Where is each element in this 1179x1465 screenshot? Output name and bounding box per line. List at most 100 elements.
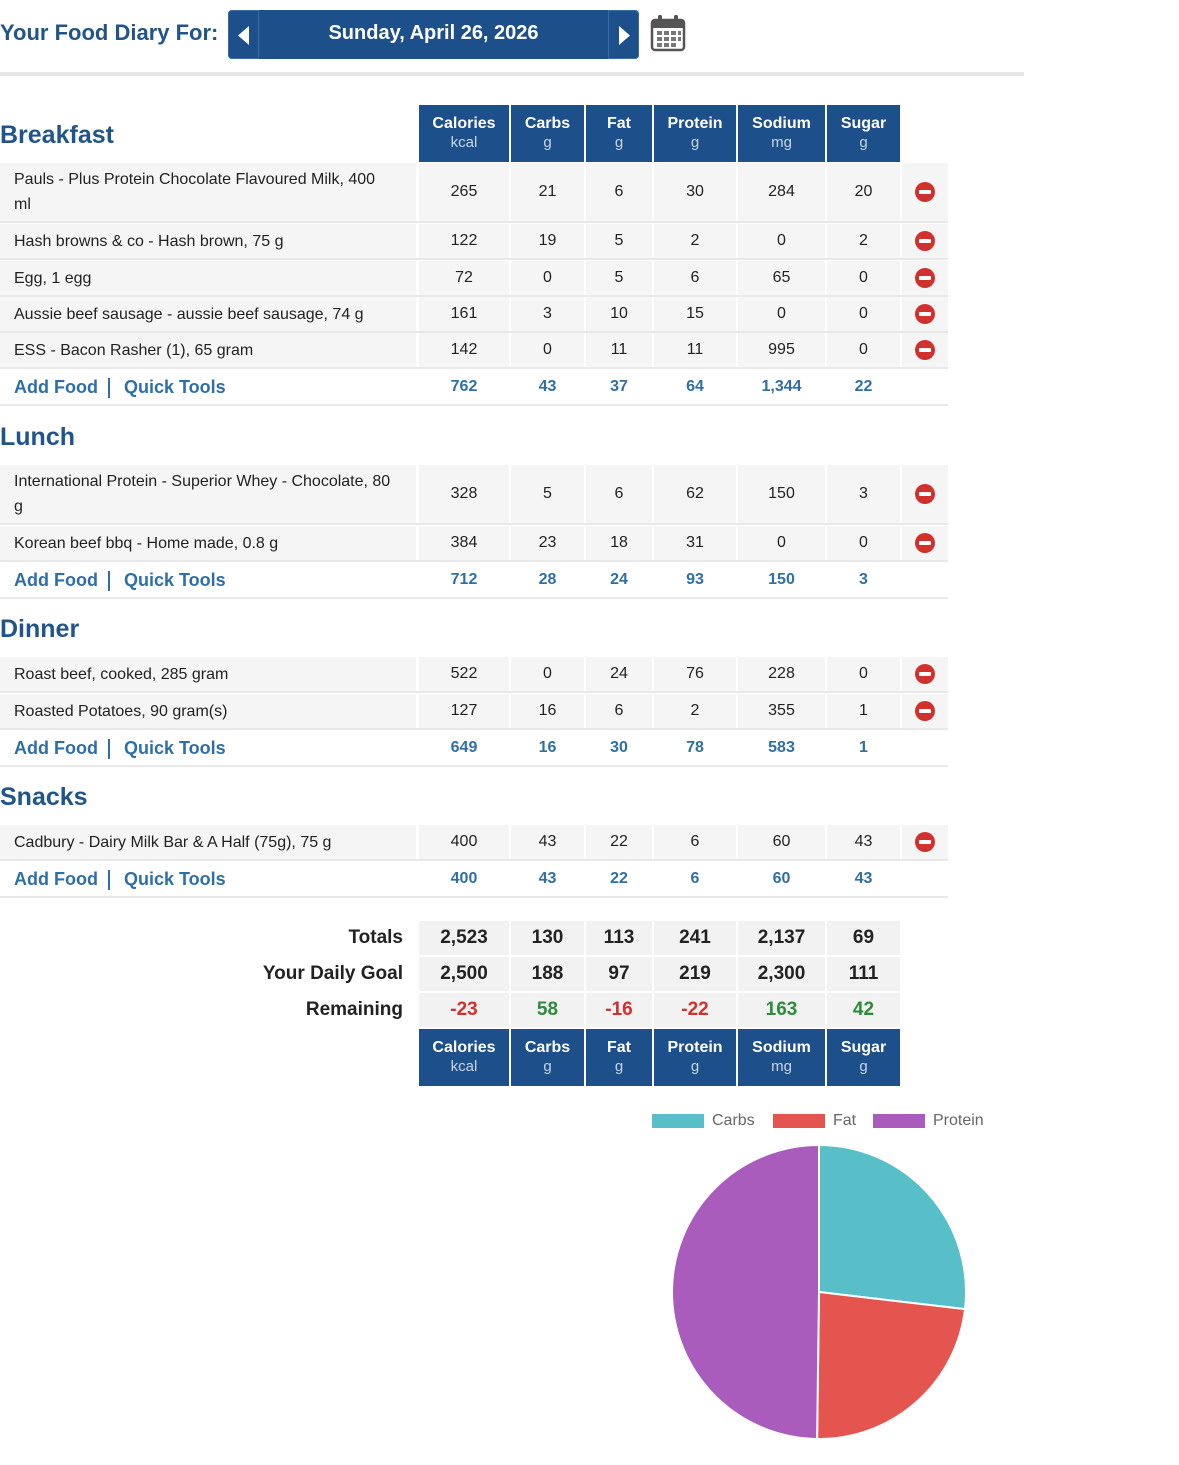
- food-entry-name[interactable]: International Protein - Superior Whey - …: [0, 465, 416, 523]
- meal-total-calories: 649: [419, 731, 509, 765]
- next-day-button[interactable]: [608, 10, 639, 59]
- remove-circle-icon: [915, 484, 935, 504]
- diary-header: Your Food Diary For: Sunday, April 26, 2…: [0, 0, 1024, 76]
- top-column-header-protein: Protein g: [654, 105, 736, 162]
- summary-daily-goal-calories: 2,500: [419, 957, 509, 991]
- bottom-column-header-carbs: Carbs g: [511, 1029, 584, 1086]
- summary-daily-goal-fat: 97: [586, 957, 652, 991]
- meal-total-fat: 24: [586, 563, 652, 597]
- column-name: Protein: [667, 1039, 723, 1056]
- nutrient-value-carbs: 19: [511, 224, 584, 258]
- food-entry-name[interactable]: ESS - Bacon Rasher (1), 65 gram: [0, 333, 416, 367]
- column-name: Protein: [667, 115, 723, 132]
- remove-entry-button[interactable]: [902, 526, 948, 560]
- nutrient-value-fat: 10: [586, 297, 652, 331]
- food-entry-name[interactable]: Korean beef bbq - Home made, 0.8 g: [0, 526, 416, 560]
- column-unit: kcal: [450, 1058, 478, 1075]
- summary-totals-sugar: 69: [827, 921, 900, 955]
- nutrient-value-sugar: 0: [827, 261, 900, 295]
- nutrient-value-calories: 72: [419, 261, 509, 295]
- remove-entry-button[interactable]: [902, 465, 948, 523]
- nutrient-value-fat: 5: [586, 224, 652, 258]
- remove-entry-button[interactable]: [902, 825, 948, 859]
- nutrient-value-calories: 328: [419, 465, 509, 523]
- meal-total-fat: 22: [586, 862, 652, 896]
- legend-item-fat[interactable]: Fat: [773, 1112, 856, 1130]
- remove-entry-button[interactable]: [902, 224, 948, 258]
- current-date[interactable]: Sunday, April 26, 2026: [328, 22, 539, 44]
- remove-circle-icon: [915, 701, 935, 721]
- meal-total-sugar: 22: [827, 370, 900, 404]
- summary-totals-calories: 2,523: [419, 921, 509, 955]
- remove-entry-button[interactable]: [902, 297, 948, 331]
- remove-entry-button[interactable]: [902, 333, 948, 367]
- nutrient-value-fat: 18: [586, 526, 652, 560]
- meal-total-calories: 762: [419, 370, 509, 404]
- nutrient-value-sodium: 228: [738, 657, 825, 691]
- top-column-header-sugar: Sugar g: [827, 105, 900, 162]
- bottom-column-header-protein: Protein g: [654, 1029, 736, 1086]
- summary-remaining-fat: -16: [586, 993, 652, 1027]
- quick-tools-link[interactable]: Quick Tools: [124, 569, 226, 590]
- previous-day-button[interactable]: [228, 10, 259, 59]
- add-food-link[interactable]: Add Food: [14, 376, 98, 397]
- nutrient-value-carbs: 3: [511, 297, 584, 331]
- legend-item-carbs[interactable]: Carbs: [652, 1112, 755, 1130]
- nutrient-value-calories: 522: [419, 657, 509, 691]
- food-entry-row: Cadbury - Dairy Milk Bar & A Half (75g),…: [0, 825, 948, 859]
- nutrient-value-protein: 11: [654, 333, 736, 367]
- remove-entry-button[interactable]: [902, 261, 948, 295]
- legend-label: Carbs: [712, 1112, 755, 1129]
- section-divider: [0, 896, 948, 898]
- link-separator: [108, 378, 110, 398]
- food-entry-name[interactable]: Aussie beef sausage - aussie beef sausag…: [0, 297, 416, 331]
- summary-daily-goal-sugar: 111: [827, 957, 900, 991]
- remove-entry-button[interactable]: [902, 657, 948, 691]
- add-food-link[interactable]: Add Food: [14, 569, 98, 590]
- meal-total-row: Add Food Quick Tools 762 43 37 64 1,344 22: [0, 370, 948, 404]
- quick-tools-link[interactable]: Quick Tools: [124, 868, 226, 889]
- nutrient-value-protein: 6: [654, 825, 736, 859]
- pie-slice-protein[interactable]: [670, 1143, 820, 1441]
- column-unit: kcal: [450, 134, 478, 151]
- nutrient-value-protein: 62: [654, 465, 736, 523]
- nutrient-value-carbs: 21: [511, 163, 584, 221]
- nutrient-value-protein: 30: [654, 163, 736, 221]
- column-unit: g: [859, 1058, 868, 1075]
- add-food-link[interactable]: Add Food: [14, 868, 98, 889]
- food-entry-name[interactable]: Pauls - Plus Protein Chocolate Flavoured…: [0, 163, 416, 221]
- section-divider: [0, 765, 948, 767]
- column-unit: g: [614, 134, 624, 151]
- remove-circle-icon: [915, 268, 935, 288]
- calendar-icon[interactable]: [650, 14, 686, 57]
- nutrient-value-carbs: 43: [511, 825, 584, 859]
- nutrient-value-sodium: 0: [738, 224, 825, 258]
- pie-slice-carbs[interactable]: [818, 1143, 967, 1311]
- food-entry-name[interactable]: Roast beef, cooked, 285 gram: [0, 657, 416, 691]
- quick-tools-link[interactable]: Quick Tools: [124, 376, 226, 397]
- meal-total-fat: 30: [586, 731, 652, 765]
- pie-slice-fat[interactable]: [816, 1290, 967, 1440]
- top-column-header-calories: Calories kcal: [419, 105, 509, 162]
- food-entry-row: ESS - Bacon Rasher (1), 65 gram 142 0 11 11 9…: [0, 333, 948, 367]
- column-unit: g: [859, 134, 868, 151]
- add-food-link[interactable]: Add Food: [14, 737, 98, 758]
- quick-tools-link[interactable]: Quick Tools: [124, 737, 226, 758]
- summary-totals-sodium: 2,137: [738, 921, 825, 955]
- remove-entry-button[interactable]: [902, 694, 948, 728]
- legend-item-protein[interactable]: Protein: [873, 1112, 984, 1130]
- nutrient-value-sugar: 0: [827, 297, 900, 331]
- remove-entry-button[interactable]: [902, 163, 948, 221]
- food-entry-name[interactable]: Egg, 1 egg: [0, 261, 416, 295]
- remove-circle-icon: [915, 304, 935, 324]
- legend-label: Fat: [833, 1112, 857, 1129]
- food-entry-name[interactable]: Hash browns & co - Hash brown, 75 g: [0, 224, 416, 258]
- food-entry-name[interactable]: Roasted Potatoes, 90 gram(s): [0, 694, 416, 728]
- nutrient-value-protein: 76: [654, 657, 736, 691]
- nutrient-value-carbs: 5: [511, 465, 584, 523]
- nutrient-value-sugar: 43: [827, 825, 900, 859]
- column-unit: mg: [771, 1058, 792, 1075]
- nutrient-value-fat: 11: [586, 333, 652, 367]
- food-entry-name[interactable]: Cadbury - Dairy Milk Bar & A Half (75g),…: [0, 825, 416, 859]
- nutrient-value-sodium: 995: [738, 333, 825, 367]
